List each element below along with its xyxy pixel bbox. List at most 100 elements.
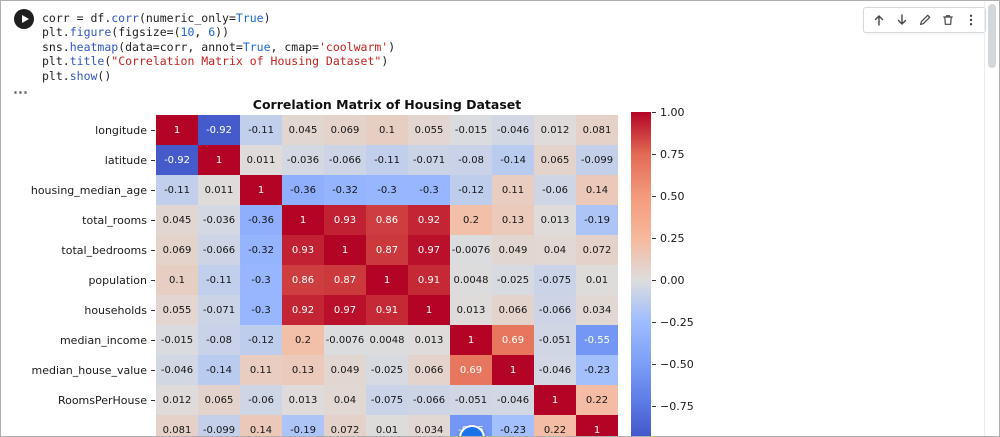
heatmap-cell: -0.36 <box>240 205 282 235</box>
heatmap-cell: -0.08 <box>198 325 240 355</box>
colorbar-tick-label: −0.25 <box>660 315 694 329</box>
more-vertical-icon <box>969 14 972 26</box>
heatmap-cell: -0.046 <box>534 355 576 385</box>
heatmap-cell: 0.049 <box>324 355 366 385</box>
heatmap-cell: -0.099 <box>198 415 240 436</box>
heatmap-cell: -0.92 <box>156 145 198 175</box>
run-cell-button[interactable] <box>14 9 34 29</box>
heatmap-cell: -0.06 <box>240 385 282 415</box>
colorbar-tick-mark <box>652 364 656 365</box>
colorbar-tick-mark <box>652 196 656 197</box>
colorbar-tick-mark <box>652 280 656 281</box>
play-icon <box>22 14 29 23</box>
heatmap-cell: 0.012 <box>156 385 198 415</box>
colorbar-tick-label: 0.25 <box>660 231 685 245</box>
heatmap-row-label: housing_median_age <box>30 183 147 197</box>
heatmap-row-label: households <box>84 303 147 317</box>
heatmap-cell: 1 <box>240 175 282 205</box>
heatmap-cell: 0.04 <box>324 385 366 415</box>
heatmap-cell: -0.3 <box>408 175 450 205</box>
heatmap-cell: 0.072 <box>576 235 618 265</box>
heatmap-cell: 0.013 <box>450 295 492 325</box>
colorbar <box>631 112 651 436</box>
heatmap-cell: 0.034 <box>576 295 618 325</box>
heatmap-cell: 0.045 <box>282 115 324 145</box>
heatmap-cell: 0.045 <box>156 205 198 235</box>
heatmap-cell: 0.93 <box>282 235 324 265</box>
delete-cell-button[interactable] <box>936 9 959 32</box>
colorbar-tick-mark <box>652 406 656 407</box>
heatmap-cell: 0.86 <box>366 205 408 235</box>
heatmap-cell: 0.13 <box>492 205 534 235</box>
heatmap-cell: 0.055 <box>408 115 450 145</box>
heatmap-cell: 0.2 <box>450 205 492 235</box>
heatmap-cell: -0.051 <box>450 385 492 415</box>
heatmap-cell: 0.87 <box>366 235 408 265</box>
heatmap-cell: 0.0048 <box>450 265 492 295</box>
heatmap-cell: 0.11 <box>240 355 282 385</box>
heatmap-cell: -0.025 <box>492 265 534 295</box>
heatmap-cell: 0.034 <box>408 415 450 436</box>
heatmap-cell: 0.049 <box>492 235 534 265</box>
heatmap-cell: -0.066 <box>408 385 450 415</box>
heatmap-cell: 0.93 <box>324 205 366 235</box>
heatmap-cell: -0.11 <box>240 115 282 145</box>
heatmap-cell: 0.011 <box>198 175 240 205</box>
move-cell-down-button[interactable] <box>890 9 913 32</box>
heatmap-cell: 0.91 <box>408 265 450 295</box>
heatmap-cell: -0.12 <box>450 175 492 205</box>
more-options-button[interactable] <box>959 9 982 32</box>
heatmap-cell: -0.015 <box>156 325 198 355</box>
heatmap-cell: 0.1 <box>366 115 408 145</box>
heatmap-cell: -0.075 <box>534 265 576 295</box>
heatmap-cell: 0.065 <box>198 385 240 415</box>
heatmap-cell: 0.69 <box>450 355 492 385</box>
heatmap-cell: 1 <box>156 115 198 145</box>
heatmap-cell: -0.066 <box>324 145 366 175</box>
heatmap-cell: 0.069 <box>324 115 366 145</box>
move-cell-up-button[interactable] <box>867 9 890 32</box>
heatmap-cell: -0.0076 <box>324 325 366 355</box>
heatmap-cell: -0.32 <box>240 235 282 265</box>
content-divider <box>984 1 985 436</box>
heatmap-cell: 1 <box>408 295 450 325</box>
y-tick-mark <box>151 219 155 221</box>
heatmap-cell: -0.099 <box>576 145 618 175</box>
heatmap-cell: 1 <box>534 385 576 415</box>
cell-toolbar <box>863 7 986 33</box>
heatmap-cell: 0.013 <box>534 205 576 235</box>
y-tick-mark <box>151 189 155 191</box>
heatmap-cell: -0.3 <box>240 295 282 325</box>
heatmap-cell: 0.012 <box>534 115 576 145</box>
colorbar-tick-label: 0.50 <box>660 189 685 203</box>
heatmap-cell: 1 <box>324 235 366 265</box>
heatmap-row-label: latitude <box>104 153 147 167</box>
pen-icon <box>919 14 930 25</box>
heatmap-cell: 0.91 <box>366 295 408 325</box>
y-tick-mark <box>151 309 155 311</box>
heatmap-cell: -0.071 <box>408 145 450 175</box>
output-options-button[interactable]: ⋯ <box>13 84 29 101</box>
heatmap-row-label: RoomsPerHouse <box>57 393 147 407</box>
heatmap-cell: -0.11 <box>198 265 240 295</box>
heatmap-cell: 0.22 <box>576 385 618 415</box>
heatmap-cell: 0.013 <box>408 325 450 355</box>
heatmap-row-label: median_income <box>59 333 147 347</box>
heatmap-cell: 0.2 <box>282 325 324 355</box>
heatmap-cell: 0.1 <box>156 265 198 295</box>
code-editor[interactable]: corr = df.corr(numeric_only=True) plt.fig… <box>42 11 396 83</box>
scrollbar-thumb[interactable] <box>988 4 996 68</box>
colorbar-tick-label: −0.50 <box>660 357 694 371</box>
colorbar-tick-label: 0.75 <box>660 147 685 161</box>
heatmap-cell: -0.32 <box>324 175 366 205</box>
colorbar-tick-mark <box>652 238 656 239</box>
arrow-up-icon <box>874 15 883 26</box>
colorbar-tick-mark <box>652 112 656 113</box>
heatmap-cell: 1 <box>492 355 534 385</box>
y-tick-mark <box>151 129 155 131</box>
heatmap-cell: 1 <box>366 265 408 295</box>
edit-cell-button[interactable] <box>913 9 936 32</box>
heatmap-cell: -0.11 <box>156 175 198 205</box>
y-tick-mark <box>151 249 155 251</box>
heatmap-cell: -0.3 <box>240 265 282 295</box>
